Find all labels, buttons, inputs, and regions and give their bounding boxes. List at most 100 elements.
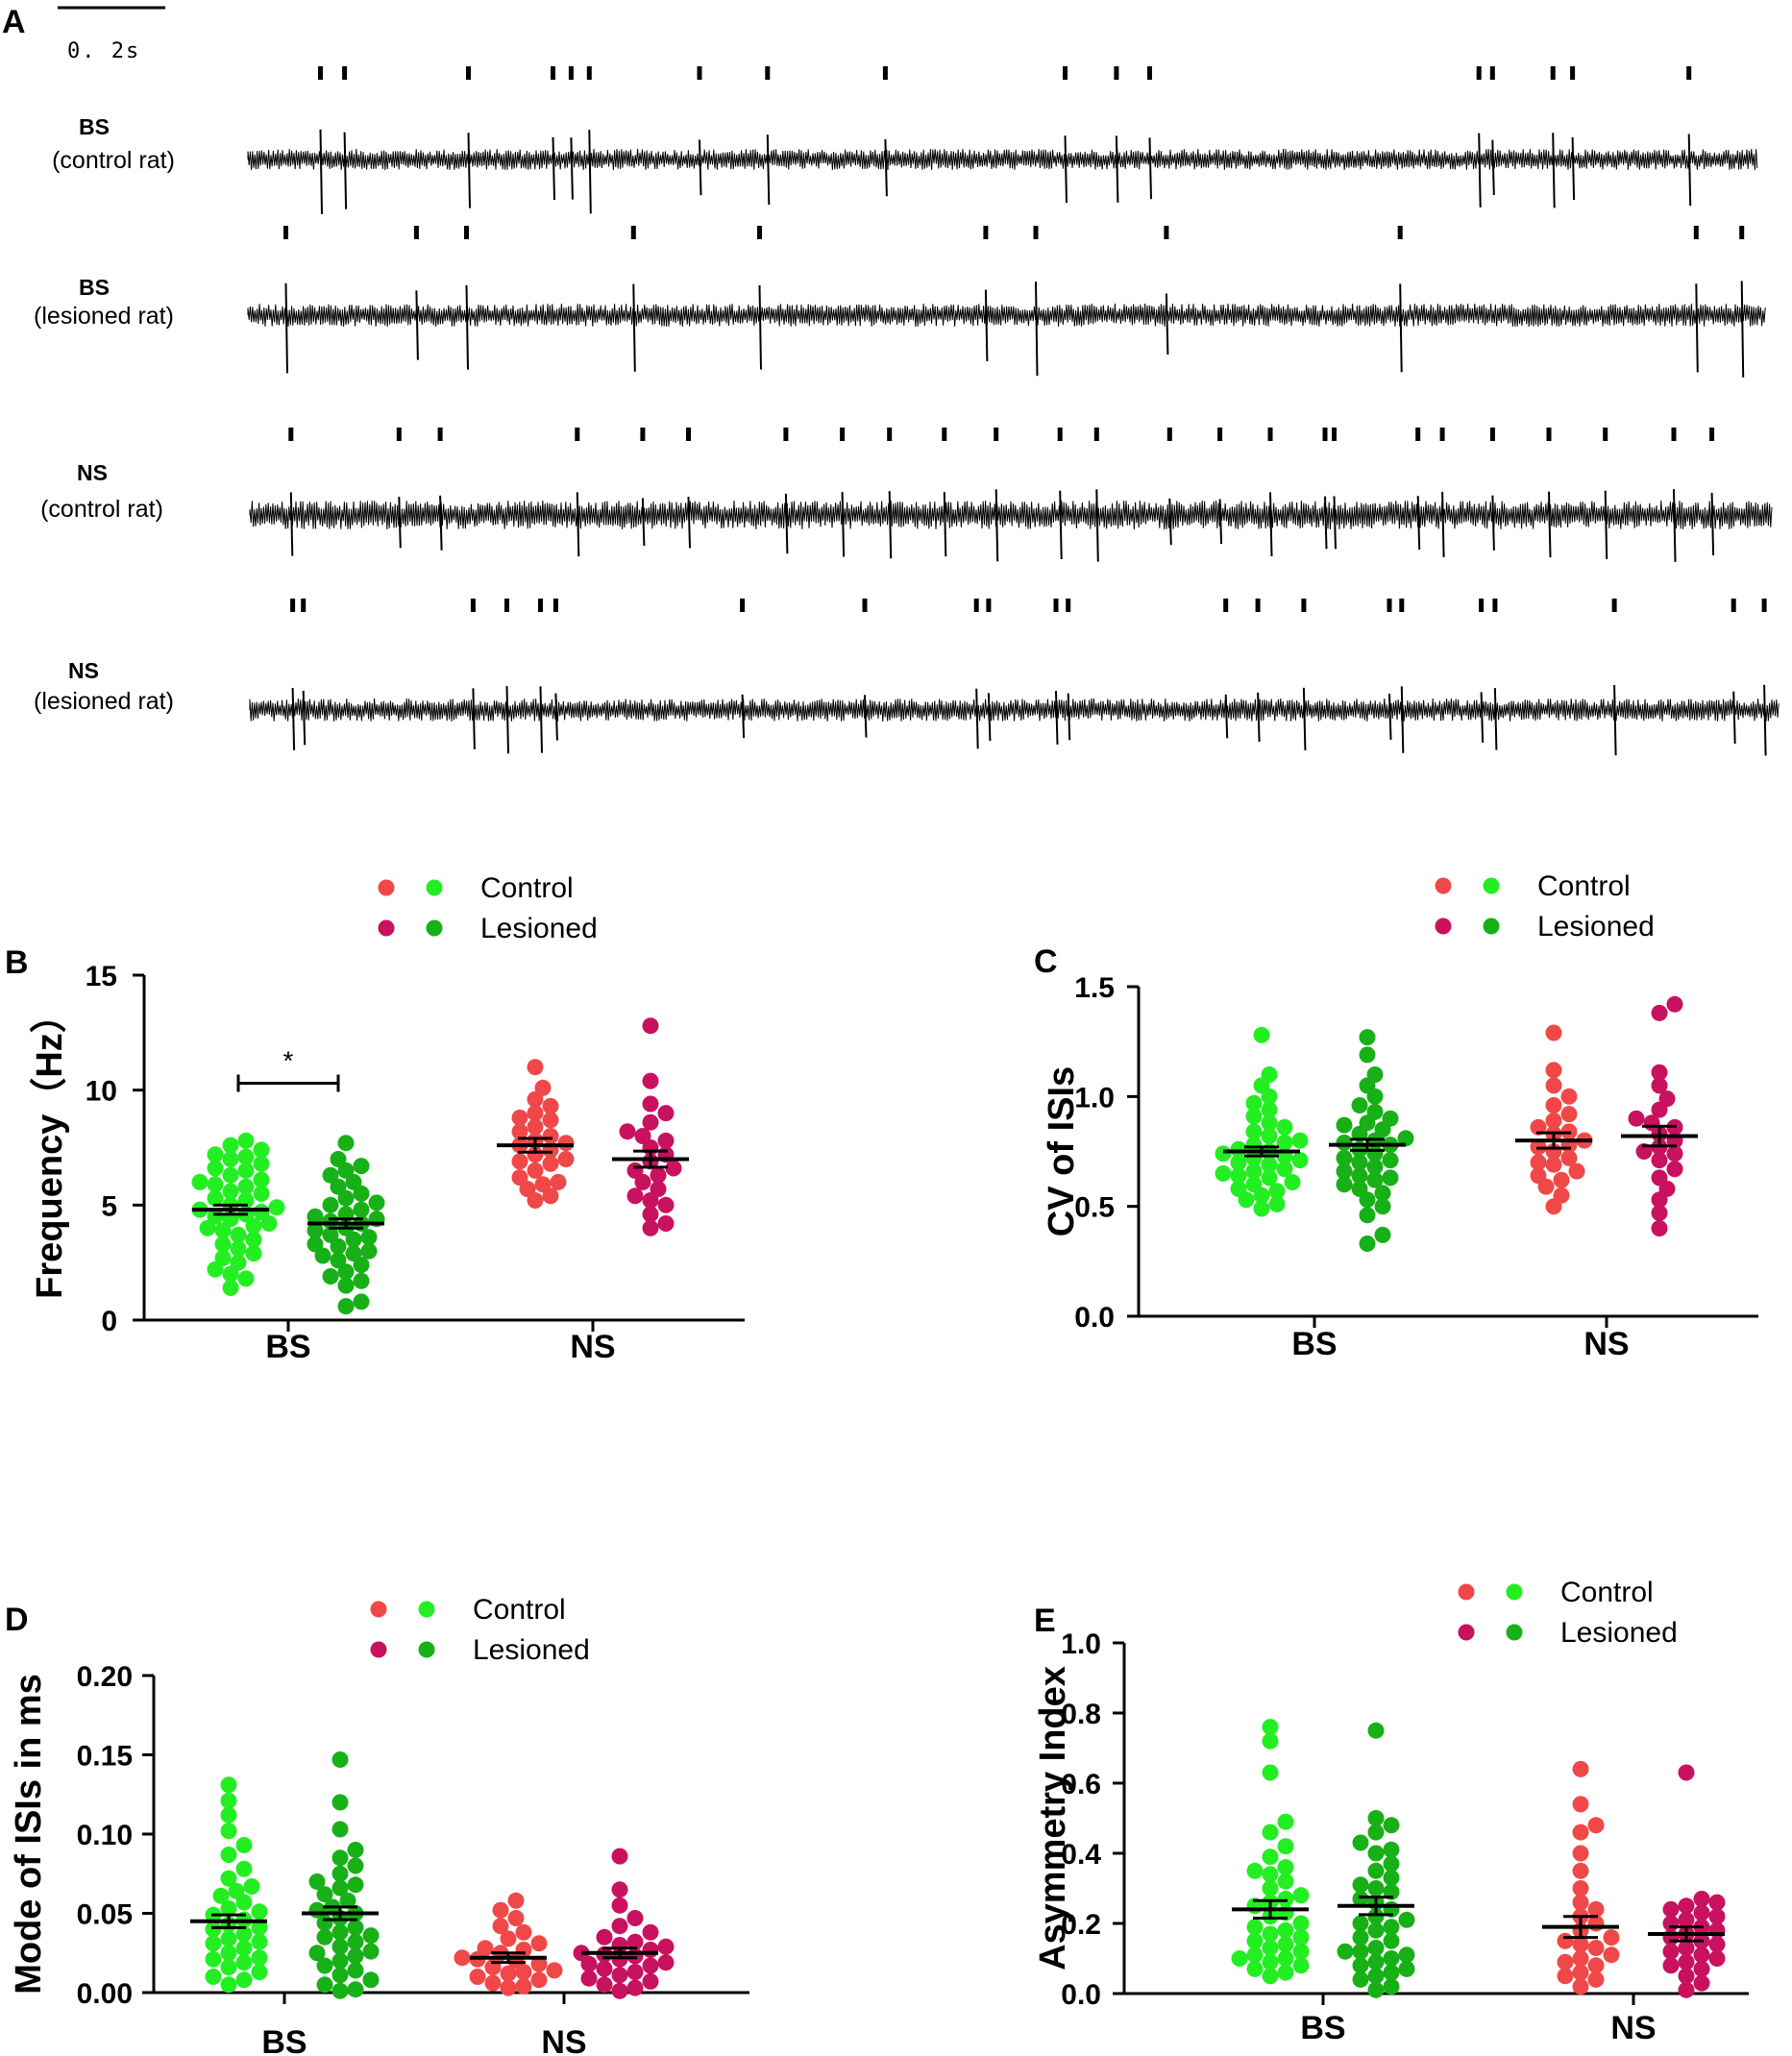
data-point bbox=[345, 1231, 362, 1248]
y-axis-label: CV of ISIs bbox=[1042, 1066, 1082, 1236]
legend-lesioned-marker-bs bbox=[1506, 1624, 1523, 1641]
trace-3-spike-tick bbox=[1489, 428, 1495, 441]
data-point bbox=[511, 1123, 528, 1140]
trace-3-spike-tick bbox=[1415, 428, 1421, 441]
data-point bbox=[657, 1132, 675, 1149]
data-point bbox=[1693, 1904, 1710, 1921]
trace-label-1: BS (control rat) bbox=[52, 114, 175, 174]
data-point bbox=[1367, 1953, 1385, 1970]
data-point bbox=[1382, 1169, 1399, 1187]
trace-1-type: BS bbox=[79, 114, 110, 139]
trace-4-spike-tick bbox=[1479, 599, 1485, 612]
y-tick-label: 0.6 bbox=[1061, 1769, 1101, 1800]
data-point bbox=[1292, 1957, 1310, 1974]
data-point bbox=[546, 1962, 563, 1979]
data-point bbox=[527, 1059, 544, 1076]
data-point bbox=[1374, 1198, 1391, 1215]
trace-2-spike bbox=[1399, 283, 1403, 373]
legend-lesioned-marker-ns bbox=[1435, 918, 1452, 935]
legend-control-marker-bs bbox=[1483, 877, 1500, 894]
legend: Control Lesioned bbox=[1435, 870, 1655, 942]
data-point bbox=[1557, 1968, 1574, 1985]
data-point bbox=[1693, 1974, 1710, 1992]
data-point bbox=[253, 1155, 270, 1172]
data-point bbox=[1666, 995, 1683, 1013]
data-point bbox=[337, 1135, 355, 1152]
data-point bbox=[331, 1849, 349, 1867]
trace-3-spike-tick bbox=[1093, 428, 1099, 441]
panel-b: B 0 5 10 15 BS NS Frequency（Hz） * Control Lesioned bbox=[5, 872, 745, 1365]
data-point bbox=[316, 1957, 333, 1974]
trace-4-waveform bbox=[249, 698, 1780, 722]
trace-3-spike bbox=[1441, 491, 1445, 558]
data-point bbox=[1651, 1152, 1668, 1169]
trace-1-spike bbox=[570, 137, 574, 200]
trace-1-condition: (control rat) bbox=[52, 147, 175, 174]
trace-4-spike bbox=[1055, 691, 1059, 746]
y-tick-label: 0.05 bbox=[77, 1899, 133, 1931]
x-category-label: BS bbox=[1291, 1326, 1337, 1362]
legend-control-label: Control bbox=[480, 872, 574, 904]
data-point bbox=[1651, 1077, 1668, 1094]
data-point bbox=[207, 1208, 224, 1225]
data-point bbox=[1545, 1024, 1562, 1041]
trace-3-condition: (control rat) bbox=[40, 496, 163, 523]
data-point bbox=[1352, 1834, 1369, 1851]
data-point bbox=[1367, 1908, 1385, 1925]
data-point bbox=[515, 1923, 532, 1941]
data-point bbox=[596, 1976, 613, 1994]
data-point bbox=[527, 1162, 544, 1179]
series-ns-control bbox=[1542, 1760, 1620, 1995]
data-point bbox=[337, 1189, 355, 1207]
data-point bbox=[1678, 1911, 1695, 1928]
data-point bbox=[331, 1794, 349, 1811]
data-point bbox=[1666, 1161, 1683, 1178]
series-bs-lesioned bbox=[1329, 1029, 1414, 1252]
trace-3-waveform bbox=[249, 500, 1773, 530]
scatter-panels: B 0 5 10 15 BS NS Frequency（Hz） * Control Lesioned… bbox=[5, 870, 1758, 2056]
data-point bbox=[1662, 1957, 1680, 1974]
data-point bbox=[220, 1959, 237, 1976]
data-point bbox=[1572, 1823, 1589, 1841]
trace-4-spike-tick bbox=[1053, 599, 1059, 612]
trace-4-spike bbox=[1493, 688, 1498, 750]
trace-1-spike-tick bbox=[586, 66, 592, 80]
data-point bbox=[245, 1231, 262, 1248]
trace-2-condition: (lesioned rat) bbox=[34, 303, 174, 330]
data-point bbox=[235, 1860, 253, 1877]
data-point bbox=[316, 1928, 333, 1946]
trace-4-spike-tick bbox=[740, 599, 746, 612]
data-point bbox=[253, 1171, 270, 1188]
data-point bbox=[1572, 1862, 1589, 1879]
series-ns-control bbox=[454, 1892, 563, 1996]
trace-4-spike-tick bbox=[1611, 599, 1617, 612]
data-point bbox=[1336, 1176, 1353, 1193]
data-point bbox=[527, 1105, 544, 1122]
data-point bbox=[251, 1933, 268, 1950]
trace-4-spike-tick bbox=[504, 599, 509, 612]
trace-4 bbox=[249, 599, 1780, 756]
data-point bbox=[251, 1949, 268, 1967]
data-point bbox=[1246, 1862, 1264, 1879]
data-point bbox=[1262, 1953, 1279, 1970]
data-point bbox=[1383, 1964, 1400, 1981]
data-point bbox=[353, 1185, 370, 1202]
data-point bbox=[642, 1957, 659, 1974]
data-point bbox=[611, 1967, 628, 1984]
legend: Control Lesioned bbox=[370, 1594, 590, 1666]
data-point bbox=[237, 1132, 255, 1149]
data-point bbox=[362, 1971, 380, 1989]
data-point bbox=[1262, 1764, 1279, 1781]
data-point bbox=[322, 1196, 339, 1213]
series-ns-lesioned bbox=[1621, 995, 1698, 1236]
trace-3-spike bbox=[1324, 496, 1328, 550]
data-point bbox=[1245, 1149, 1263, 1166]
data-point bbox=[1277, 1921, 1294, 1939]
trace-4-spike bbox=[472, 688, 476, 750]
data-point bbox=[1651, 1064, 1668, 1081]
trace-2-spike bbox=[632, 283, 636, 372]
data-point bbox=[251, 1919, 268, 1936]
trace-1-waveform bbox=[247, 148, 1758, 171]
data-point bbox=[353, 1201, 370, 1218]
trace-2-spike bbox=[415, 290, 419, 360]
